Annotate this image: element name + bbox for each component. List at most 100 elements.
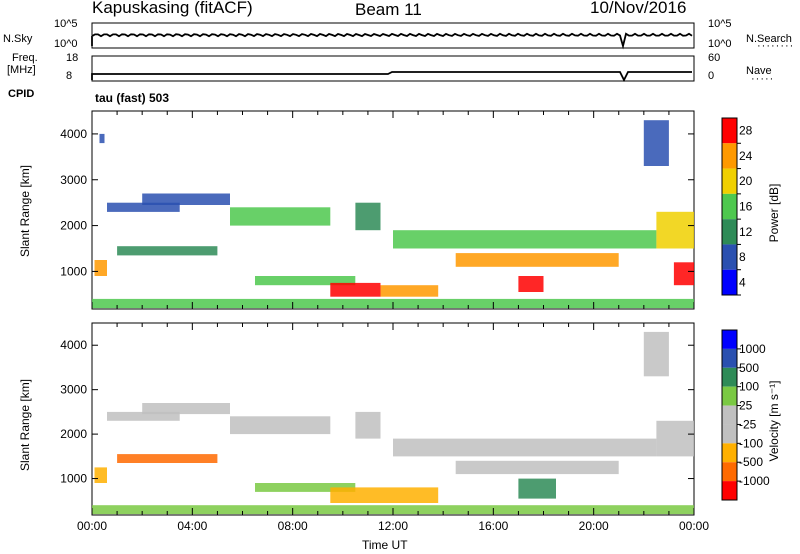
power-data-region (107, 202, 180, 212)
velocity-data-region (455, 460, 619, 475)
power-colorbar-segment (722, 143, 737, 169)
velocity-ytick-label: 3000 (60, 383, 87, 397)
velocity-colorbar-frame (721, 329, 738, 501)
power-data-region (117, 246, 218, 256)
velocity-data-region (107, 411, 180, 421)
velocity-colorbar-tick-label: -100 (739, 436, 763, 450)
power-data-region (99, 133, 105, 144)
power-colorbar-segment (722, 244, 737, 270)
x-tick-label: 00:00 (679, 519, 709, 533)
power-colorbar-tick-label: 12 (739, 225, 753, 239)
velocity-ytick-label: 4000 (60, 338, 87, 352)
power-colorbar-segment (722, 269, 737, 295)
velocity-data-region (518, 478, 556, 499)
cpid-value: tau (fast) 503 (95, 91, 170, 105)
power-ytick-label: 4000 (60, 127, 87, 141)
x-tick-label: 20:00 (579, 519, 609, 533)
velocity-colorbar-segment (722, 367, 737, 387)
velocity-data-region (142, 403, 230, 415)
freq-unit: [MHz] (7, 64, 36, 76)
power-data-region (330, 282, 381, 297)
nave-dots: ····· (751, 73, 775, 85)
velocity-data-region (355, 411, 381, 439)
velocity-colorbar-segment (722, 348, 737, 368)
power-colorbar-tick-label: 24 (739, 149, 753, 163)
freq-label: Freq. (12, 52, 38, 64)
velocity-colorbar-segment (722, 481, 737, 500)
x-tick-label: 16:00 (478, 519, 508, 533)
power-colorbar-segment (722, 219, 737, 245)
freq-tick-high: 18 (66, 52, 79, 64)
nave-label: Nave (746, 65, 772, 77)
velocity-colorbar-tick-label: 25 (739, 399, 753, 413)
power-data-region (518, 276, 544, 292)
power-data-region (355, 202, 381, 231)
nsearch-label: N.Search (746, 33, 792, 45)
nave-tick-high: 60 (708, 52, 721, 64)
velocity-colorbar-tick-label: -25 (739, 417, 757, 431)
velocity-colorbar-label: Velocity [m s⁻¹] (767, 380, 781, 462)
power-ylabel: Slant Range [km] (18, 164, 33, 258)
velocity-colorbar-tick-label: -500 (739, 455, 763, 469)
power-colorbar-label: Power [dB] (767, 183, 781, 243)
power-data-region (230, 207, 331, 226)
power-colorbar-segment (722, 118, 737, 144)
power-data-region (673, 262, 694, 286)
power-colorbar-tick-label: 4 (739, 275, 746, 289)
velocity-colorbar-segment (722, 386, 737, 406)
velocity-data-region (255, 483, 356, 492)
power-colorbar-segment (722, 168, 737, 194)
x-axis-label: Time UT (362, 538, 408, 552)
nsearch-dots: ········ (757, 40, 795, 52)
panels: 4000 3000 2000 1000 28 24 20 16 12 8 4 4000 3000 2000… (60, 22, 770, 533)
power-ytick-label: 2000 (60, 219, 87, 233)
freq-panel-frame (91, 55, 695, 82)
x-tick-label: 00:00 (77, 519, 107, 533)
power-colorbar-tick-label: 28 (739, 124, 753, 138)
velocity-colorbar-tick-label: 500 (739, 361, 759, 375)
cpid-label: CPID (8, 88, 35, 100)
power-colorbar-tick-label: 8 (739, 250, 746, 264)
freq-tick-low: 8 (66, 70, 73, 82)
nsky-tick-high: 10^5 (54, 18, 78, 30)
freq-series-line (91, 71, 692, 83)
power-data-region (255, 276, 356, 286)
x-tick-label: 08:00 (278, 519, 308, 533)
velocity-colorbar-tick-label: 100 (739, 380, 759, 394)
power-ytick-label: 3000 (60, 173, 87, 187)
velocity-colorbar-tick-label: 1000 (739, 342, 766, 356)
velocity-data-region (330, 487, 439, 503)
velocity-data-region (94, 467, 107, 483)
x-tick-label: 12:00 (378, 519, 408, 533)
velocity-colorbar-segment (722, 443, 737, 463)
velocity-colorbar-tick-label: -1000 (739, 474, 770, 488)
nsearch-tick-low: 10^0 (708, 38, 732, 50)
velocity-ytick-label: 2000 (60, 427, 87, 441)
beam-title: Beam 11 (355, 0, 422, 19)
power-data-region (656, 211, 694, 249)
velocity-colorbar-segment (722, 330, 737, 349)
power-colorbar-tick-label: 20 (739, 174, 753, 188)
power-data-region (643, 120, 669, 166)
velocity-data-region (117, 454, 218, 463)
power-frame (91, 110, 695, 310)
station-title: Kapuskasing (fitACF) (92, 0, 253, 17)
power-data-region (393, 230, 657, 249)
velocity-colorbar-segment (722, 462, 737, 482)
power-colorbar-tick-label: 16 (739, 200, 753, 214)
date-title: 10/Nov/2016 (590, 0, 687, 17)
velocity-frame (91, 322, 695, 516)
nsky-series-line (91, 32, 693, 50)
nsky-tick-low: 10^0 (54, 38, 78, 50)
velocity-colorbar-segment (722, 405, 737, 425)
power-data-region (142, 193, 230, 205)
velocity-colorbar-segment (722, 424, 737, 444)
power-data-region (380, 285, 439, 297)
velocity-ytick-label: 1000 (60, 472, 87, 486)
velocity-data-region (230, 416, 331, 435)
nsearch-tick-high: 10^5 (708, 18, 732, 30)
velocity-data-region (643, 331, 669, 377)
power-data-region (455, 253, 619, 267)
velocity-data-region (656, 420, 694, 457)
